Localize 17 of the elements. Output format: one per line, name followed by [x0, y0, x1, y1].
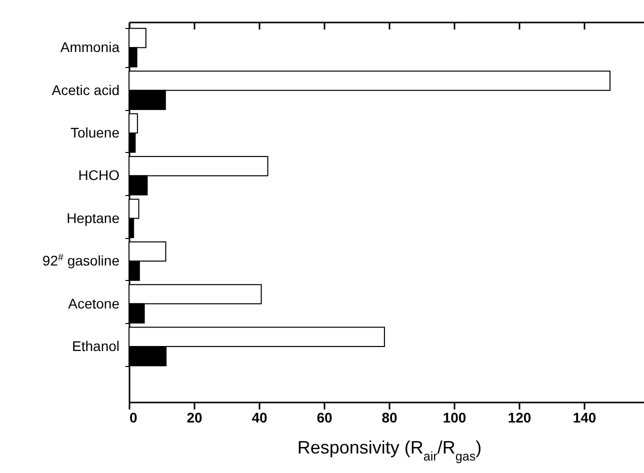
y-tick-label: HCHO: [78, 167, 120, 184]
x-axis-title: Responsivity (R$_{air}$/R$_{gas}$): [297, 438, 482, 464]
x-tick-label: 40: [252, 410, 268, 426]
y-tick-label: Heptane: [66, 210, 120, 226]
y-tick-label: Ammonia: [60, 39, 120, 56]
y-tick-label: Ethanol: [72, 338, 120, 354]
x-tick-label: 20: [186, 410, 202, 426]
y-tick-label: Acetic acid: [52, 82, 120, 98]
x-tick-label: 0: [130, 410, 138, 426]
y-tick-label: Acetone: [68, 295, 120, 312]
x-tick-label: 60: [316, 410, 332, 426]
x-tick-label: 100: [442, 410, 466, 426]
y-tick-label: 92$^{#}$ gasoline: [42, 252, 120, 269]
y-tick-label: Toluene: [70, 124, 120, 141]
x-tick-label: 140: [572, 410, 596, 426]
x-tick-label: 80: [382, 410, 398, 426]
x-tick-label: 120: [508, 410, 532, 426]
